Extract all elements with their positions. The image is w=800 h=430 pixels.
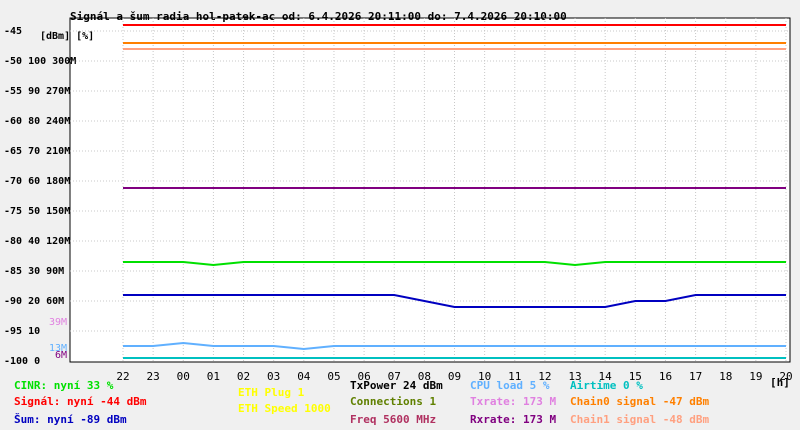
x-tick-label: 19	[749, 370, 762, 383]
x-axis-label: [h]	[770, 376, 790, 389]
x-tick-label: 10	[478, 370, 491, 383]
y-tick-label: -70 60 180M	[4, 176, 70, 187]
series-line	[123, 294, 786, 308]
y3-tick-label: 39M	[49, 317, 67, 328]
x-tick-label: 22	[116, 370, 129, 383]
x-tick-label: 17	[689, 370, 702, 383]
plot-area	[69, 17, 791, 363]
x-tick-label: 06	[357, 370, 370, 383]
y-tick-label: -80 40 120M	[4, 236, 70, 247]
y-tick-label: -65 70 210M	[4, 146, 70, 157]
x-tick-label: 15	[629, 370, 642, 383]
y-tick-label: -95 10	[4, 326, 40, 337]
legend-entry: Airtime 0 %	[570, 379, 643, 392]
y-tick-label: -55 90 270M	[4, 86, 70, 97]
x-tick-label: 05	[327, 370, 340, 383]
y-axis-label: [dBm] [%]	[40, 31, 94, 42]
y-tick-label: -100 0	[4, 356, 40, 367]
legend-entry: Signál: nyní -44 dBm	[14, 395, 147, 408]
x-tick-label: 04	[297, 370, 311, 383]
y-tick-label: -85 30 90M	[4, 266, 64, 277]
x-tick-label: 08	[418, 370, 431, 383]
x-tick-label: 16	[659, 370, 672, 383]
y-tick-label: -90 20 60M	[4, 296, 64, 307]
legend-entry: CINR: nyní 33 %	[14, 379, 114, 392]
x-tick-label: 20	[779, 370, 792, 383]
legend-entry: Šum: nyní -89 dBm	[14, 413, 127, 426]
x-tick-label: 09	[448, 370, 461, 383]
series-line	[123, 261, 786, 267]
x-tick-label: 01	[207, 370, 220, 383]
x-tick-label: 00	[177, 370, 190, 383]
legend-entry: Txrate: 173 M	[470, 395, 556, 408]
y-tick-label: -50 100 300M	[4, 56, 76, 67]
legend-entry: ETH Speed 1000	[238, 402, 331, 415]
legend-entry: Freq 5600 MHz	[350, 413, 436, 426]
chart-title: Signál a šum radia hol-patek-ac od: 6.4.…	[70, 10, 567, 23]
x-tick-label: 03	[267, 370, 280, 383]
legend-entry: Chain0 signal -47 dBm	[570, 395, 709, 408]
x-tick-label: 14	[599, 370, 613, 383]
legend-entry: ETH Plug 1	[238, 386, 305, 399]
y3-tick-label: 13M	[49, 343, 67, 354]
y-tick-label: -45	[4, 26, 22, 37]
y3-tick-label: 6M	[55, 350, 67, 361]
legend-entry: Chain1 signal -48 dBm	[570, 413, 709, 426]
series-line	[123, 341, 786, 351]
x-tick-label: 18	[719, 370, 732, 383]
y-tick-label: -60 80 240M	[4, 116, 70, 127]
legend-entry: Connections 1	[350, 395, 436, 408]
x-tick-label: 12	[538, 370, 551, 383]
y-tick-label: -75 50 150M	[4, 206, 70, 217]
x-tick-label: 13	[568, 370, 581, 383]
x-tick-label: 11	[508, 370, 521, 383]
legend-entry: Rxrate: 173 M	[470, 413, 556, 426]
legend-entry: CPU load 5 %	[470, 379, 550, 392]
x-tick-label: 23	[147, 370, 160, 383]
x-tick-label: 02	[237, 370, 250, 383]
x-tick-label: 07	[388, 370, 401, 383]
legend-entry: TxPower 24 dBm	[350, 379, 443, 392]
